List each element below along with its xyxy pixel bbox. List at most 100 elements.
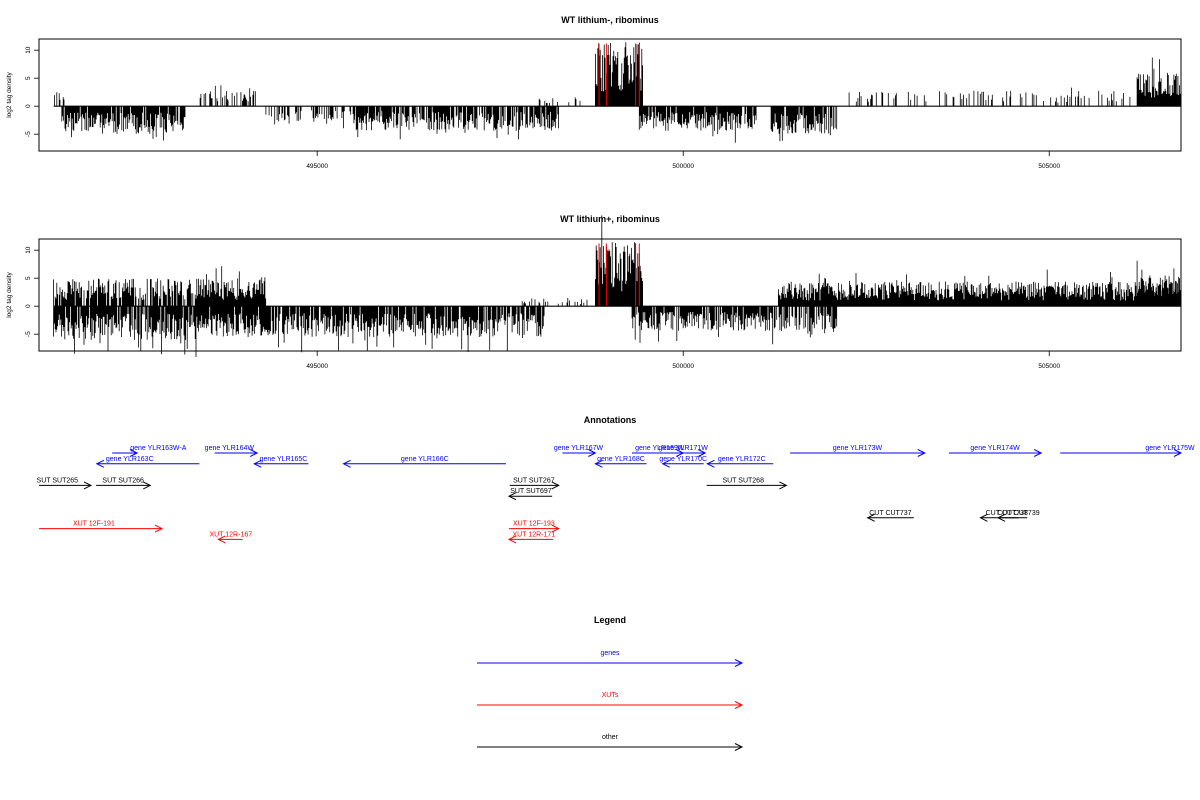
- panel2-xtick-label: 495000: [306, 363, 328, 370]
- annotation-arrow-other-head: [507, 492, 517, 501]
- annotation-arrow-gene: [594, 459, 647, 468]
- panel1-signal-bars: [638, 106, 757, 143]
- panel1-signal-bars: [199, 85, 256, 107]
- annotation-label-gene: gene YLR167W: [554, 445, 604, 452]
- annotation-label-other: CUT CUT739: [997, 510, 1039, 517]
- panel1-ytick-label: 5: [25, 76, 32, 80]
- panel2-title: WT lithium+, ribominus: [560, 214, 660, 224]
- panel2-xtick-label: 505000: [1038, 363, 1060, 370]
- legend-arrow-gene-head: [734, 659, 744, 667]
- annotation-arrow-gene-head: [917, 449, 926, 457]
- annotation-arrow-gene-head: [594, 459, 603, 468]
- annotation-arrow-gene-head: [661, 459, 670, 468]
- panel1-signal-bars: [353, 106, 559, 140]
- annotation-arrow-gene-head: [253, 459, 262, 468]
- panel1-axes: -5 0 5 10 495000 500000 505000: [25, 46, 1060, 170]
- annotation-label-gene: gene YLR174W: [970, 445, 1020, 452]
- annotation-arrow-other-head: [866, 513, 875, 522]
- panel2-signal-segment: [770, 306, 838, 345]
- panel2-signal-segment: [53, 306, 201, 357]
- annotation-arrow-other: [996, 513, 1028, 522]
- annotations-track: gene YLR163W-A gene YLR163C gene YLR164W ge…: [37, 445, 1195, 544]
- annotation-label-other: SUT SUT266: [102, 477, 144, 484]
- panel1-ytick-label: -5: [25, 131, 32, 137]
- panel1-xtick-label: 495000: [306, 163, 328, 170]
- panel2-signal-segment: [631, 306, 771, 343]
- panel1-xtick-label: 500000: [672, 163, 694, 170]
- panel2-ytick-label: 0: [25, 304, 32, 308]
- panel1-signal-segment: [353, 106, 559, 140]
- panel2-signal-segment: [1136, 260, 1181, 307]
- annotation-arrow-gene-head: [1173, 449, 1183, 457]
- panel1-ylabel: log2 tag density: [6, 71, 13, 117]
- annotation-arrow-xut-head: [551, 524, 560, 533]
- annotation-label-gene: gene YLR170C: [659, 456, 707, 463]
- legend-arrow-other: [477, 743, 744, 751]
- panel1-signal-segment: [61, 106, 186, 141]
- annotation-label-gene: gene YLR168C: [597, 456, 645, 463]
- annotation-arrow-other: [507, 492, 553, 501]
- annotation-arrow-gene: [948, 449, 1043, 457]
- annotation-arrow-other-head: [996, 513, 1006, 522]
- panel1-signal-bars: [595, 42, 643, 107]
- annotation-arrow-other-head: [143, 481, 152, 490]
- panel2-ytick-label: 5: [25, 276, 32, 280]
- panel2-ylabel: log2 tag density: [6, 271, 13, 317]
- annotation-arrow-gene: [706, 459, 774, 468]
- panel1-signal-segment: [1136, 57, 1181, 107]
- annotation-arrow-gene: [342, 459, 507, 468]
- panel2-signal-bars: [199, 266, 267, 307]
- annotation-arrow-xut-head: [154, 524, 164, 533]
- panel1-signal-segment: [848, 87, 1131, 107]
- panel2-signal-bars: [770, 306, 838, 345]
- annotation-arrow-gene: [562, 449, 597, 457]
- annotation-arrow-gene-head: [249, 449, 259, 457]
- annotation-label-gene: gene YLR173W: [833, 445, 883, 452]
- panel1-signal-bars: [538, 97, 581, 107]
- panel2-signal-segment: [595, 215, 643, 307]
- annotation-arrow-other-head: [83, 481, 93, 490]
- legend-title: Legend: [594, 615, 626, 625]
- annotation-arrow-other: [96, 481, 152, 490]
- panel1-signal-bars: [61, 106, 186, 141]
- annotation-arrow-gene-head: [95, 459, 105, 468]
- legend-arrow-other-head: [734, 743, 744, 751]
- panel1-signal-segment: [770, 106, 838, 142]
- annotation-arrow-gene: [1060, 449, 1183, 457]
- panel2-ytick-label: 10: [25, 246, 32, 254]
- annotation-label-xut: XUT 12F-193: [513, 521, 555, 528]
- annotation-arrow-gene: [661, 449, 707, 457]
- annotations-title: Annotations: [584, 415, 637, 425]
- panel2-signal-bars: [53, 278, 201, 307]
- annotation-label-gene: gene YLR165C: [260, 456, 308, 463]
- panel2-bars: [53, 215, 1182, 357]
- annotation-label-other: CUT CUT738: [986, 510, 1028, 517]
- panel2-signal-segment: [521, 297, 588, 307]
- panel2-axes: -5 0 5 10 495000 500000 505000: [25, 246, 1060, 370]
- annotation-label-xut: XUT 12R-171: [513, 531, 556, 538]
- annotation-arrow-other: [866, 513, 914, 522]
- annotation-arrow-gene-head: [129, 449, 139, 457]
- legend-label-other: other: [602, 734, 619, 741]
- annotation-label-gene: gene YLR166C: [401, 456, 449, 463]
- panel1-signal-segment: [199, 85, 256, 107]
- annotation-arrow-gene-head: [342, 459, 351, 468]
- annotation-label-other: CUT CUT737: [869, 510, 911, 517]
- annotation-label-gene: gene YLR163W-A: [130, 445, 186, 452]
- panel2-signal-bars: [521, 297, 588, 307]
- annotation-label-other: SUT SUT265: [37, 477, 79, 484]
- annotation-label-other: SUT SUT268: [722, 477, 764, 484]
- panel1-bars: [53, 42, 1181, 143]
- annotation-arrow-xut-head: [217, 535, 226, 544]
- annotation-label-gene: gene YLR172C: [718, 456, 766, 463]
- panel2-signal-segment: [199, 266, 267, 307]
- legend-arrow-xut: [477, 701, 744, 709]
- legend-arrow-gene: [477, 659, 744, 667]
- panel2-signal-bars: [199, 306, 545, 353]
- panel1-signal-segment: [54, 92, 65, 107]
- annotation-arrow-gene-head: [697, 449, 707, 457]
- panel1-signal-bars: [1136, 57, 1181, 107]
- annotation-label-xut: XUT 12F-191: [73, 521, 115, 528]
- annotation-arrow-other: [706, 481, 788, 490]
- annotation-arrow-gene: [253, 459, 309, 468]
